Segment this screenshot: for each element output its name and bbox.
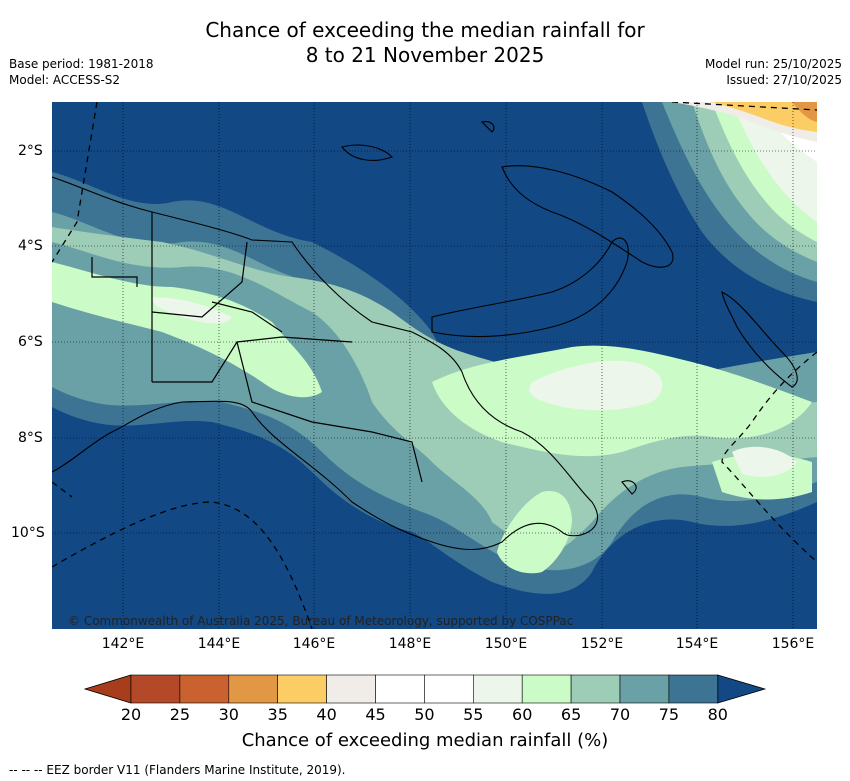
colorbar-segment-25-30 <box>179 674 230 704</box>
lat-label-8s: 8°S <box>18 430 43 446</box>
colorbar-segment-60-65 <box>521 674 572 704</box>
model-run: Model run: 25/10/2025 <box>704 57 842 71</box>
colorbar-label-80: 80 <box>707 705 728 724</box>
colorbar-segment-55-60 <box>472 674 523 704</box>
lon-label-144e: 144°E <box>197 636 241 652</box>
colorbar-label-35: 35 <box>267 705 288 724</box>
model-name: Model: ACCESS-S2 <box>9 73 121 87</box>
colorbar-label-25: 25 <box>169 705 191 724</box>
coastlines <box>52 121 798 550</box>
lon-label-148e: 148°E <box>388 636 432 652</box>
lat-label-2s: 2°S <box>18 143 43 159</box>
colorbar-segment-65-70 <box>570 674 621 704</box>
colorbar-label-60: 60 <box>512 705 533 724</box>
colorbar-title: Chance of exceeding median rainfall (%) <box>241 730 609 751</box>
colorbar-segment-30-35 <box>228 674 279 704</box>
colorbar-segment-50-55 <box>424 674 474 704</box>
lat-label-6s: 6°S <box>18 334 43 350</box>
colorbar-label-50: 50 <box>414 705 435 724</box>
colorbar-extend-low <box>84 674 132 704</box>
lat-label-4s: 4°S <box>18 238 43 254</box>
graticule <box>52 102 817 629</box>
contour-30-35 <box>792 102 817 122</box>
colorbar-label-75: 75 <box>658 705 680 724</box>
lon-label-154e: 154°E <box>675 636 719 652</box>
map-title: Chance of exceeding the median rainfall … <box>0 18 850 68</box>
credit-text: © Commonwealth of Australia 2025, Bureau… <box>68 614 574 628</box>
colorbar-segment-40-45 <box>326 674 376 704</box>
lon-label-156e: 156°E <box>771 636 815 652</box>
colorbar-segment-70-75 <box>619 674 670 704</box>
base-period: Base period: 1981-2018 <box>9 57 154 71</box>
colorbar-label-70: 70 <box>609 705 631 724</box>
lon-label-152e: 152°E <box>580 636 624 652</box>
lon-label-146e: 146°E <box>292 636 336 652</box>
meta-right: Model run: 25/10/2025 Issued: 27/10/2025 <box>705 56 842 88</box>
province-borders <box>91 212 423 483</box>
colorbar-segment-20-25 <box>130 674 181 704</box>
colorbar-label-30: 30 <box>218 705 239 724</box>
title-line-2: 8 to 21 November 2025 <box>305 43 545 67</box>
colorbar-segment-35-40 <box>277 674 327 704</box>
meta-left: Base period: 1981-2018 Model: ACCESS-S2 <box>9 56 154 88</box>
colorbar-label-20: 20 <box>120 705 142 724</box>
contour-35-40 <box>712 102 817 132</box>
colorbar-extend-high <box>717 674 767 704</box>
eez-borders <box>52 102 817 629</box>
title-line-1: Chance of exceeding the median rainfall … <box>205 18 645 42</box>
lat-label-10s: 10°S <box>11 525 45 541</box>
colorbar-label-40: 40 <box>316 705 337 724</box>
issued-date: Issued: 27/10/2025 <box>726 73 842 87</box>
rainfall-map <box>52 102 817 629</box>
lon-label-142e: 142°E <box>101 636 145 652</box>
colorbar-label-55: 55 <box>463 705 484 724</box>
colorbar <box>84 674 767 704</box>
lon-label-150e: 150°E <box>484 636 528 652</box>
colorbar-label-65: 65 <box>560 705 582 724</box>
eez-legend: -- -- -- EEZ border V11 (Flanders Marine… <box>9 763 346 777</box>
colorbar-segment-45-50 <box>375 674 425 704</box>
colorbar-label-45: 45 <box>365 705 386 724</box>
colorbar-segment-75-80 <box>668 674 719 704</box>
